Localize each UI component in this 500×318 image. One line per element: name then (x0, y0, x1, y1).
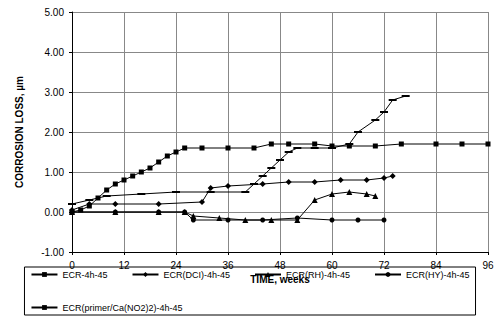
svg-text:72: 72 (378, 259, 390, 271)
svg-text:84: 84 (430, 259, 442, 271)
svg-text:ECR(primer/Ca(NO2)2)-4h-45: ECR(primer/Ca(NO2)2)-4h-45 (62, 303, 182, 313)
svg-text:96: 96 (482, 260, 494, 271)
svg-text:ECR-4h-45: ECR-4h-45 (62, 270, 107, 280)
svg-text:24: 24 (170, 259, 182, 271)
svg-text:12: 12 (118, 259, 130, 271)
svg-text:48: 48 (274, 259, 286, 271)
svg-text:-1.00: -1.00 (41, 247, 64, 258)
svg-text:60: 60 (326, 259, 338, 271)
svg-text:ECR(HY)-4h-45: ECR(HY)-4h-45 (406, 270, 470, 280)
svg-text:0: 0 (69, 259, 75, 271)
svg-text:4.00: 4.00 (45, 47, 65, 58)
svg-text:2.00: 2.00 (45, 127, 65, 138)
svg-text:3.00: 3.00 (45, 87, 65, 98)
svg-text:36: 36 (222, 259, 234, 271)
svg-text:1.00: 1.00 (45, 167, 65, 178)
svg-text:5.00: 5.00 (45, 7, 65, 18)
svg-text:0.00: 0.00 (45, 207, 65, 218)
svg-text:ECR(DCI)-4h-45: ECR(DCI)-4h-45 (163, 270, 230, 280)
svg-text:ECR(RH)-4h-45: ECR(RH)-4h-45 (286, 270, 350, 280)
svg-text:CORROSION LOSS, µm: CORROSION LOSS, µm (14, 76, 25, 188)
